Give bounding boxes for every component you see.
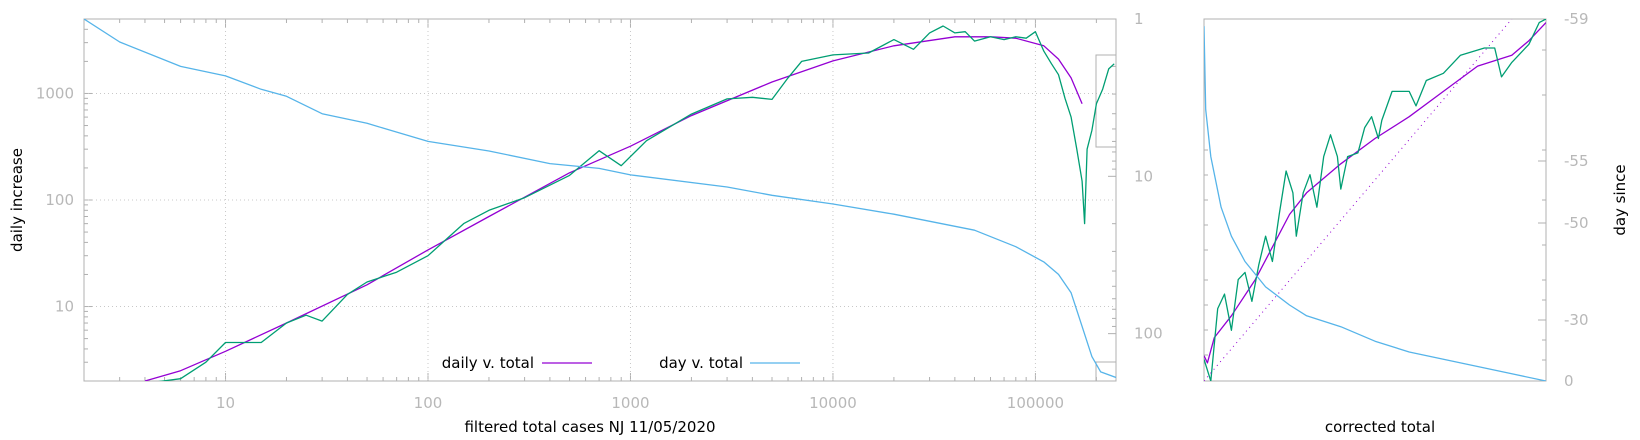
side-series-line-0 — [1204, 22, 1546, 364]
main-x-axis-label: filtered total cases NJ 11/05/2020 — [464, 418, 715, 436]
x-tick-label: 100 — [414, 394, 443, 412]
side-series-line-1 — [1204, 19, 1546, 381]
inset-box-upper — [1095, 54, 1117, 148]
y2-tick-label: 100 — [1134, 325, 1163, 343]
main-series-group — [84, 19, 1116, 381]
y-tick-label: 10 — [55, 298, 74, 316]
x-tick-label: 1000 — [611, 394, 649, 412]
side-x-axis-label: corrected total — [1325, 418, 1435, 436]
main-chart: 10 100 1000 10000 100000 10 100 1000 1 10 100 — [36, 10, 1163, 412]
side-series-group — [1204, 19, 1546, 381]
y2-tick-label: 1 — [1134, 10, 1144, 28]
x-tick-label: 10000 — [809, 394, 857, 412]
side-chart: -59 -55 -50 -30 0 — [1203, 10, 1589, 390]
side-series-line-3 — [1204, 19, 1513, 381]
y-tick-label: 100 — [45, 191, 74, 209]
legend-label-day: day v. total — [659, 354, 743, 372]
side-y-axis-label: day since — [1611, 164, 1629, 235]
main-y-axis-label: daily increase — [8, 148, 26, 252]
inset-box-lower — [1095, 361, 1117, 382]
y-tick-label: 1000 — [36, 84, 74, 102]
x-tick-label: 100000 — [1007, 394, 1064, 412]
side-y2-tick-label: -30 — [1564, 311, 1589, 329]
legend-label-daily: daily v. total — [442, 354, 534, 372]
side-y2-tick-label: -59 — [1564, 10, 1589, 28]
main-plot-frame — [83, 18, 1117, 382]
series-line-0 — [144, 36, 1083, 381]
series-line-1 — [158, 25, 1115, 381]
side-plot-frame — [1203, 18, 1547, 382]
side-series-line-2 — [1204, 26, 1546, 381]
y2-tick-label: 10 — [1134, 167, 1153, 185]
side-y2-tick-label: -50 — [1564, 214, 1589, 232]
side-y2-tick-label: 0 — [1564, 372, 1574, 390]
side-y2-tick-label: -55 — [1564, 152, 1589, 170]
x-tick-label: 10 — [216, 394, 235, 412]
series-line-2 — [84, 19, 1116, 379]
